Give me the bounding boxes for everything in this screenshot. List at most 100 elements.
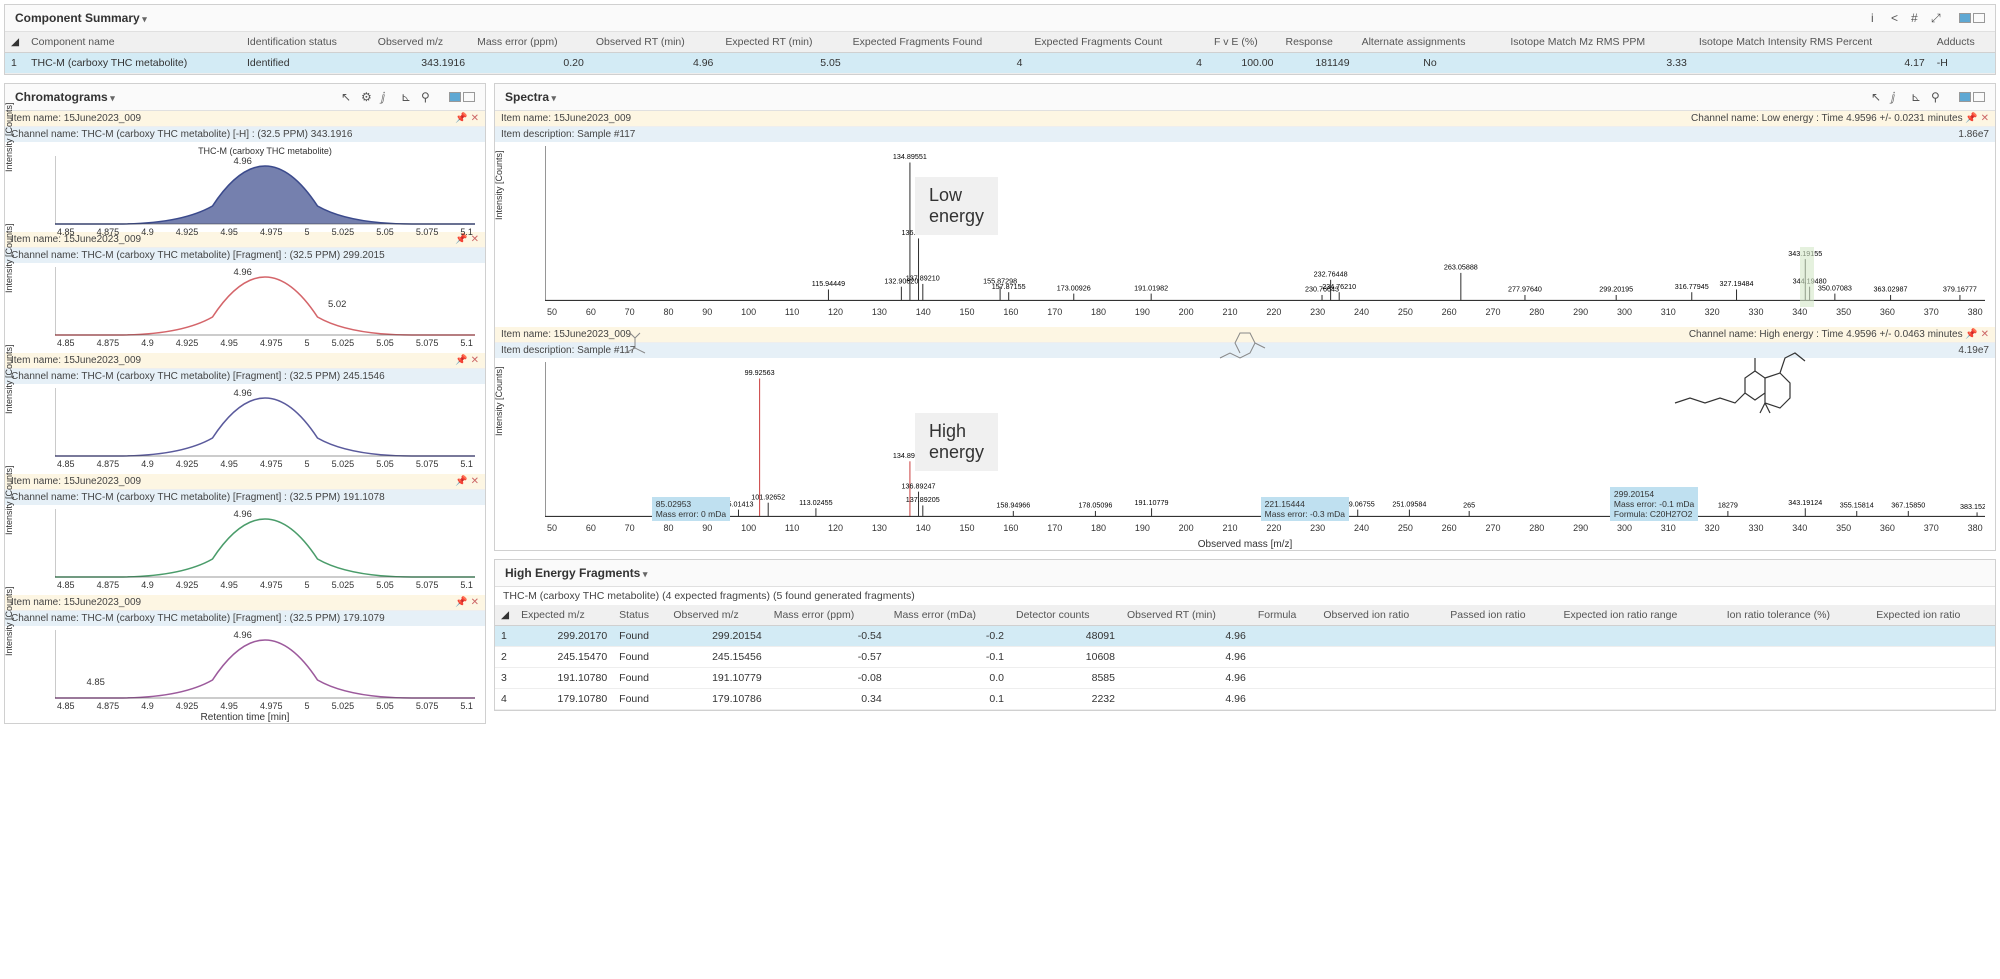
col-isoint[interactable]: Isotope Match Intensity RMS Percent (1693, 32, 1931, 53)
chart-icon[interactable]: ⅉ (381, 90, 395, 104)
cell-obsrt: 4.96 (590, 53, 720, 74)
close-icon[interactable]: 📌 ✕ (455, 355, 479, 366)
svg-text:191.01982: 191.01982 (1134, 283, 1168, 292)
chromatograms-panel: Chromatograms ↖ ⚙ ⅉ ⊾ ⚲ Item name: 15Jun… (4, 83, 486, 724)
col-ppm[interactable]: Mass error (ppm) (768, 605, 888, 626)
cell-isoint: 4.17 (1693, 53, 1931, 74)
chromatogram-plot[interactable]: Intensity [Counts] 4.96 20000 4.854.8754… (5, 384, 485, 474)
item-description: Item description: Sample #1171.86e7 (495, 127, 1995, 142)
svg-text:265: 265 (1463, 500, 1475, 509)
svg-text:101.92652: 101.92652 (751, 492, 785, 501)
channel-header: Channel name: THC-M (carboxy THC metabol… (5, 369, 485, 384)
spectra-title[interactable]: Spectra (505, 90, 556, 104)
table-row[interactable]: 1 THC-M (carboxy THC metabolite) Identif… (5, 53, 1995, 74)
col-cnt[interactable]: Detector counts (1010, 605, 1121, 626)
col-alt[interactable]: Alternate assignments (1356, 32, 1505, 53)
table-row[interactable]: 2245.15470Found245.15456-0.57-0.1106084.… (495, 647, 1995, 668)
col-irt[interactable]: Ion ratio tolerance (%) (1721, 605, 1871, 626)
col-exp[interactable]: Expected m/z (515, 605, 613, 626)
chromatogram-plot[interactable]: Intensity [Counts] THC-M (carboxy THC me… (5, 142, 485, 232)
col-name[interactable]: Component name (25, 32, 241, 53)
axis-icon[interactable]: ⊾ (401, 90, 415, 104)
highlight-box (1800, 247, 1814, 307)
col-mda[interactable]: Mass error (mDa) (888, 605, 1010, 626)
col-obs[interactable]: Observed m/z (667, 605, 767, 626)
cursor-icon[interactable]: ↖ (341, 90, 355, 104)
svg-text:137.89210: 137.89210 (906, 273, 940, 282)
col-formula[interactable]: Formula (1252, 605, 1318, 626)
fragments-header: High Energy Fragments (495, 560, 1995, 587)
cell-response: 181149 (1280, 53, 1356, 74)
maximize-icon[interactable] (463, 92, 475, 102)
close-icon[interactable]: 📌 ✕ (455, 597, 479, 608)
col-eir[interactable]: Expected ion ratio (1870, 605, 1995, 626)
col-isomz[interactable]: Isotope Match Mz RMS PPM (1504, 32, 1692, 53)
chromatogram-plot[interactable]: Intensity [Counts] 4.96 5.02 100000 4.85… (5, 263, 485, 353)
table-row[interactable]: 1299.20170Found299.20154-0.54-0.2480914.… (495, 626, 1995, 647)
chromatogram-plot[interactable]: Intensity [Counts] 4.96 250005000 4.854.… (5, 505, 485, 595)
col-fragfound[interactable]: Expected Fragments Found (847, 32, 1029, 53)
chromatograms-header: Chromatograms ↖ ⚙ ⅉ ⊾ ⚲ (5, 84, 485, 111)
spectrum-plot[interactable]: Intensity [Counts] Highenergy 85.02953Ma… (495, 358, 1995, 543)
chromatograms-title[interactable]: Chromatograms (15, 90, 115, 104)
minimize-icon[interactable] (1959, 13, 1971, 23)
sort-icon[interactable]: ◢ (11, 36, 19, 48)
svg-text:379.16777: 379.16777 (1943, 284, 1977, 293)
col-fragcount[interactable]: Expected Fragments Count (1028, 32, 1208, 53)
svg-text:316.77945: 316.77945 (1675, 282, 1709, 291)
share-icon[interactable]: < (1891, 11, 1905, 25)
info-icon[interactable]: i (1871, 11, 1885, 25)
col-oir[interactable]: Observed ion ratio (1317, 605, 1444, 626)
col-st[interactable]: Status (613, 605, 667, 626)
y-axis-label: Intensity [Counts] (494, 150, 504, 220)
gear-icon[interactable]: ⚙ (361, 90, 375, 104)
table-row[interactable]: 3191.10780Found191.10779-0.080.085854.96 (495, 668, 1995, 689)
expand-icon[interactable]: ⤢ (1931, 11, 1945, 25)
col-rt[interactable]: Observed RT (min) (1121, 605, 1252, 626)
svg-text:158.94966: 158.94966 (996, 500, 1030, 509)
col-exprt[interactable]: Expected RT (min) (719, 32, 846, 53)
y-axis-label: Intensity [Counts] (4, 465, 14, 535)
hash-icon[interactable]: # (1911, 11, 1925, 25)
svg-text:5.02: 5.02 (328, 299, 346, 309)
item-header: Item name: 15June2023_009📌 ✕ (5, 111, 485, 127)
table-row[interactable]: 4179.10780Found179.107860.340.122324.96 (495, 689, 1995, 710)
mass-annotation: 221.15444Mass error: -0.3 mDa (1261, 497, 1349, 521)
col-pir[interactable]: Passed ion ratio (1444, 605, 1557, 626)
zoom-icon[interactable]: ⚲ (421, 90, 435, 104)
col-masserr[interactable]: Mass error (ppm) (471, 32, 590, 53)
close-icon[interactable]: 📌 ✕ (455, 113, 479, 124)
sort-icon[interactable]: ◢ (501, 609, 509, 621)
cursor-icon[interactable]: ↖ (1871, 90, 1885, 104)
y-axis-label: Intensity [Counts] (4, 586, 14, 656)
svg-text:251.09584: 251.09584 (1392, 499, 1426, 508)
maximize-icon[interactable] (1973, 92, 1985, 102)
maximize-icon[interactable] (1973, 13, 1985, 23)
channel-header: Channel name: THC-M (carboxy THC metabol… (5, 248, 485, 263)
minimize-icon[interactable] (1959, 92, 1971, 102)
col-obsrt[interactable]: Observed RT (min) (590, 32, 720, 53)
spectrum-plot[interactable]: Intensity [Counts] Lowenergy 115.94449 1… (495, 142, 1995, 327)
svg-text:343.19124: 343.19124 (1788, 498, 1822, 507)
spectra-body: Item name: 15June2023_009Channel name: L… (495, 111, 1995, 543)
chart-icon[interactable]: ⅉ (1891, 90, 1905, 104)
col-obsmz[interactable]: Observed m/z (372, 32, 471, 53)
axis-icon[interactable]: ⊾ (1911, 90, 1925, 104)
close-icon[interactable]: 📌 ✕ (1965, 113, 1989, 124)
cell-exprt: 5.05 (719, 53, 846, 74)
item-header: Item name: 15June2023_009📌 ✕ (5, 474, 485, 490)
col-response[interactable]: Response (1280, 32, 1356, 53)
col-fve[interactable]: F v E (%) (1208, 32, 1280, 53)
chromatogram-plot[interactable]: Intensity [Counts] 4.96 4.85 70001000 4.… (5, 626, 485, 716)
molecule-structure (1665, 333, 2000, 493)
minimize-icon[interactable] (449, 92, 461, 102)
col-eirr[interactable]: Expected ion ratio range (1557, 605, 1720, 626)
chromatograms-body: Item name: 15June2023_009📌 ✕ Channel nam… (5, 111, 485, 716)
fragments-title[interactable]: High Energy Fragments (505, 566, 647, 580)
zoom-icon[interactable]: ⚲ (1931, 90, 1945, 104)
close-icon[interactable]: 📌 ✕ (455, 476, 479, 487)
col-status[interactable]: Identification status (241, 32, 372, 53)
col-adducts[interactable]: Adducts (1931, 32, 1995, 53)
channel-header: Channel name: THC-M (carboxy THC metabol… (5, 611, 485, 626)
component-summary-title[interactable]: Component Summary (15, 11, 147, 25)
